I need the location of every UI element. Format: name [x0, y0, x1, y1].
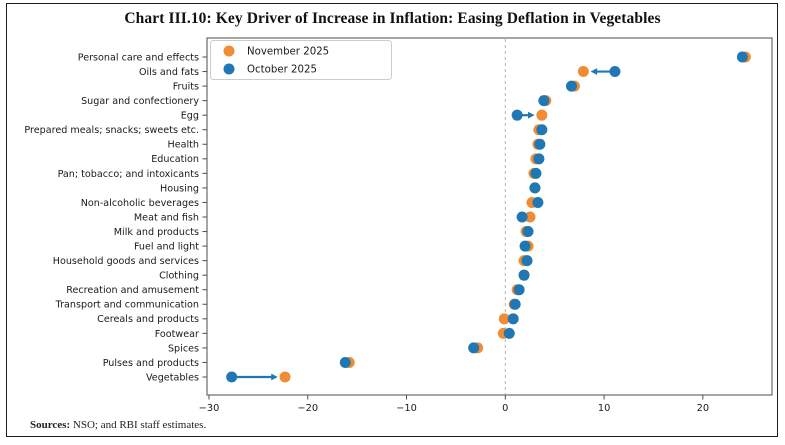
data-point-november: [498, 313, 510, 325]
category-label: Household goods and services: [53, 256, 199, 267]
category-label: Pan; tobacco; and intoxicants: [58, 169, 199, 180]
data-point-october: [522, 226, 534, 238]
data-point-october: [511, 109, 523, 121]
category-label: Cereals and products: [97, 314, 199, 325]
data-point-october: [513, 284, 525, 296]
category-label: Egg: [181, 111, 199, 122]
data-point-october: [609, 66, 621, 78]
x-tick-label: −30: [199, 403, 220, 414]
data-point-november: [524, 211, 536, 223]
legend-label: November 2025: [247, 47, 329, 58]
data-point-october: [533, 153, 545, 165]
category-label: Vegetables: [146, 372, 199, 383]
chart-title: Chart III.10: Key Driver of Increase in …: [124, 10, 661, 27]
data-point-october: [518, 269, 530, 281]
data-point-october: [509, 298, 521, 310]
legend-marker-october: [223, 63, 235, 75]
category-label: Clothing: [159, 271, 199, 282]
data-point-november: [577, 66, 589, 78]
category-label: Fruits: [173, 81, 199, 92]
data-point-october: [468, 342, 480, 354]
legend-box: [210, 40, 392, 80]
arrow-head: [528, 111, 535, 119]
data-point-october: [538, 95, 550, 107]
data-point-october: [530, 167, 542, 179]
category-label: Sugar and confectionery: [81, 96, 199, 107]
data-point-november: [536, 109, 548, 121]
data-point-october: [503, 327, 515, 339]
category-label: Prepared meals; snacks; sweets etc.: [24, 125, 199, 136]
data-point-october: [536, 124, 548, 136]
data-point-october: [226, 371, 238, 383]
category-label: Transport and communication: [55, 300, 199, 311]
category-label: Education: [151, 154, 199, 165]
sources-label: Sources:: [30, 419, 71, 431]
category-label: Milk and products: [114, 227, 199, 238]
sources-text: NSO; and RBI staff estimates.: [70, 419, 207, 431]
category-label: Oils and fats: [139, 67, 199, 78]
category-label: Health: [167, 140, 199, 151]
sources-note: Sources: NSO; and RBI staff estimates.: [30, 419, 206, 431]
category-label: Footwear: [155, 329, 199, 340]
data-point-october: [565, 80, 577, 92]
data-point-october: [339, 356, 351, 368]
category-label: Pulses and products: [103, 358, 199, 369]
category-label: Recreation and amusement: [66, 285, 199, 296]
legend-marker-november: [223, 45, 235, 57]
plot-frame: [206, 37, 773, 396]
category-label: Housing: [160, 183, 199, 194]
data-point-october: [521, 255, 533, 267]
data-point-november: [279, 371, 291, 383]
x-tick-label: −10: [396, 403, 417, 414]
data-point-october: [507, 313, 519, 325]
category-label: Fuel and light: [134, 241, 199, 252]
category-label: Personal care and effects: [78, 52, 199, 63]
data-point-october: [529, 182, 541, 194]
arrow-head: [271, 373, 278, 381]
data-point-october: [532, 196, 544, 208]
category-label: Meat and fish: [134, 212, 199, 223]
data-point-october: [516, 211, 528, 223]
category-label: Spices: [168, 343, 199, 354]
x-tick-label: 0: [502, 403, 508, 414]
data-point-october: [736, 51, 748, 63]
x-tick-label: 20: [697, 403, 709, 414]
legend-label: October 2025: [247, 65, 317, 76]
data-point-october: [534, 138, 546, 150]
category-label: Non-alcoholic beverages: [81, 198, 199, 209]
x-tick-label: −20: [297, 403, 318, 414]
data-point-october: [519, 240, 531, 252]
arrow-head: [590, 68, 598, 75]
x-tick-label: 10: [598, 403, 610, 414]
